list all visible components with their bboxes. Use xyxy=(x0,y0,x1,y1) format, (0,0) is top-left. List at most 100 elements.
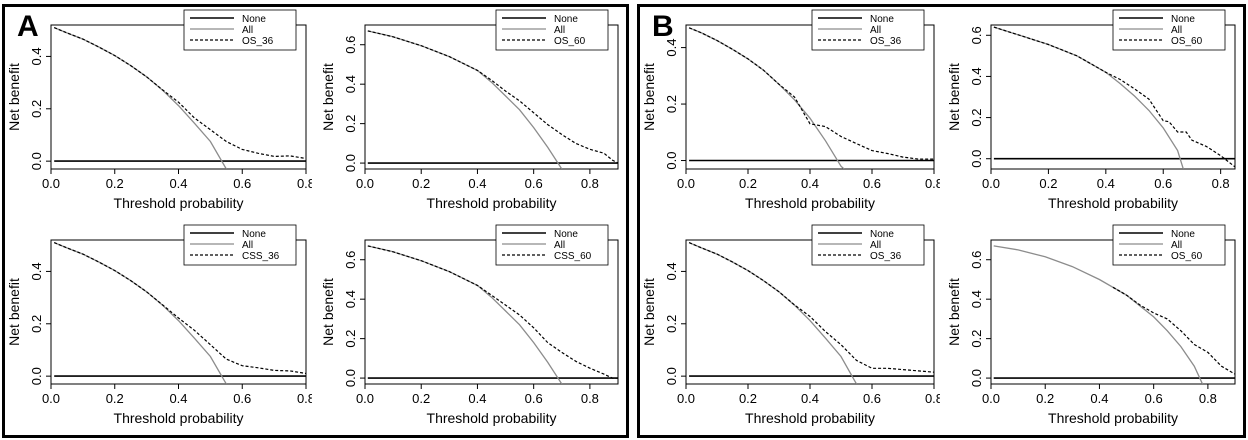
y-axis-label: Net benefit xyxy=(641,278,657,346)
series-line-model xyxy=(367,245,618,379)
x-tick-label: 0.6 xyxy=(525,176,543,191)
series-line-model xyxy=(688,27,934,160)
y-tick-label: 0.4 xyxy=(343,290,358,308)
y-axis-label: Net benefit xyxy=(320,63,336,131)
chart-a-os36: 0.0 0.2 0.4 0.6 0.8 0.0 0.2 0.4 Threshold probab… xyxy=(6,9,312,211)
legend-label: All xyxy=(870,240,881,251)
x-tick-label: 0.6 xyxy=(233,176,251,191)
x-tick-label: 0.8 xyxy=(1199,391,1217,406)
x-axis-label: Threshold probability xyxy=(1048,410,1178,426)
legend-box xyxy=(183,224,297,266)
legend-box xyxy=(495,224,609,266)
legend-label: All xyxy=(1171,240,1182,251)
x-tick-label: 0.6 xyxy=(525,391,543,406)
chart-b-os36: 0.0 0.2 0.4 0.6 0.8 0.0 0.2 0.4 Threshold probab… xyxy=(641,9,940,211)
x-tick-label: 0.8 xyxy=(925,176,940,191)
legend-label: OS_60 xyxy=(554,36,586,47)
legend-label: None xyxy=(1171,229,1195,240)
y-axis-label: Net benefit xyxy=(946,278,962,346)
x-tick-label: 0.4 xyxy=(1097,176,1115,191)
x-tick-label: 0.4 xyxy=(801,391,819,406)
y-axis-label: Net benefit xyxy=(946,63,962,131)
x-tick-label: 0.6 xyxy=(863,391,881,406)
legend-box xyxy=(1112,224,1226,266)
y-tick-label: 0.4 xyxy=(29,262,44,280)
x-tick-label: 0.8 xyxy=(297,176,312,191)
x-tick-label: 0.0 xyxy=(982,176,1000,191)
x-tick-label: 0.0 xyxy=(356,391,374,406)
plot-frame xyxy=(364,24,619,170)
legend-label: None xyxy=(242,229,266,240)
legend-label: None xyxy=(870,14,894,25)
x-tick-label: 0.0 xyxy=(42,176,60,191)
plot-frame xyxy=(364,239,619,385)
y-tick-label: 0.2 xyxy=(664,95,679,113)
y-tick-label: 0.0 xyxy=(969,369,984,387)
legend-label: OS_36 xyxy=(870,36,902,47)
y-tick-label: 0.0 xyxy=(664,151,679,169)
legend-label: OS_60 xyxy=(1171,36,1203,47)
y-tick-label: 0.0 xyxy=(29,367,44,385)
series-line-model xyxy=(688,242,934,373)
y-axis-label: Net benefit xyxy=(641,63,657,131)
x-tick-label: 0.8 xyxy=(297,391,312,406)
y-axis-label: Net benefit xyxy=(320,278,336,346)
legend-label: None xyxy=(242,14,266,25)
y-tick-label: 0.6 xyxy=(343,251,358,269)
x-axis-label: Threshold probability xyxy=(745,195,875,211)
x-tick-label: 0.6 xyxy=(1145,391,1163,406)
legend-label: All xyxy=(242,240,253,251)
series-line-model xyxy=(53,242,306,375)
x-axis-label: Threshold probability xyxy=(114,195,244,211)
x-tick-label: 0.0 xyxy=(42,391,60,406)
legend-label: CSS_60 xyxy=(554,251,592,262)
x-tick-label: 0.8 xyxy=(1212,176,1230,191)
y-tick-label: 0.2 xyxy=(343,330,358,348)
y-tick-label: 0.6 xyxy=(969,26,984,44)
x-tick-label: 0.2 xyxy=(106,176,124,191)
x-tick-label: 0.6 xyxy=(863,176,881,191)
series-line-model xyxy=(53,27,306,160)
legend-box xyxy=(495,9,609,51)
chart-a-os60: 0.0 0.2 0.4 0.6 0.8 0.0 0.2 0.4 0.6 Threshold pro… xyxy=(320,9,619,211)
x-tick-label: 0.2 xyxy=(739,391,757,406)
legend-label: All xyxy=(554,25,565,36)
x-axis-label: Threshold probability xyxy=(114,410,244,426)
y-tick-label: 0.0 xyxy=(343,154,358,172)
x-tick-label: 0.2 xyxy=(412,176,430,191)
y-tick-label: 0.4 xyxy=(969,290,984,308)
x-tick-label: 0.2 xyxy=(1039,176,1057,191)
legend-label: All xyxy=(870,25,881,36)
legend-label: None xyxy=(870,229,894,240)
y-tick-label: 0.2 xyxy=(969,109,984,127)
legend-box xyxy=(811,224,925,266)
legend-label: None xyxy=(1171,14,1195,25)
legend-box xyxy=(811,9,925,51)
x-tick-label: 0.2 xyxy=(739,176,757,191)
legend-label: All xyxy=(242,25,253,36)
legend-label: OS_36 xyxy=(870,251,902,262)
series-line-model xyxy=(367,30,618,164)
series-line-model xyxy=(1112,286,1235,375)
x-tick-label: 0.4 xyxy=(801,176,819,191)
x-tick-label: 0.8 xyxy=(581,176,599,191)
legend-label: None xyxy=(554,14,578,25)
y-tick-label: 0.4 xyxy=(664,39,679,57)
x-tick-label: 0.4 xyxy=(169,176,187,191)
x-tick-label: 0.2 xyxy=(1036,391,1054,406)
chart-b-os60: 0.0 0.2 0.4 0.6 0.8 0.0 0.2 0.4 0.6 Threshold pro… xyxy=(946,9,1236,211)
legend-label: All xyxy=(554,240,565,251)
x-tick-label: 0.0 xyxy=(677,176,695,191)
x-tick-label: 0.0 xyxy=(356,176,374,191)
y-tick-label: 0.4 xyxy=(664,262,679,280)
panel-b: B xyxy=(637,4,1246,438)
x-tick-label: 0.2 xyxy=(412,391,430,406)
x-tick-label: 0.6 xyxy=(1154,176,1172,191)
chart-b-os36-2: 0.0 0.2 0.4 0.6 0.8 0.0 0.2 0.4 Threshold probab… xyxy=(641,224,940,426)
y-tick-label: 0.2 xyxy=(29,100,44,118)
y-tick-label: 0.2 xyxy=(29,315,44,333)
y-axis-label: Net benefit xyxy=(6,63,22,131)
series-line-all xyxy=(367,245,563,384)
x-tick-label: 0.6 xyxy=(233,391,251,406)
x-tick-label: 0.4 xyxy=(169,391,187,406)
